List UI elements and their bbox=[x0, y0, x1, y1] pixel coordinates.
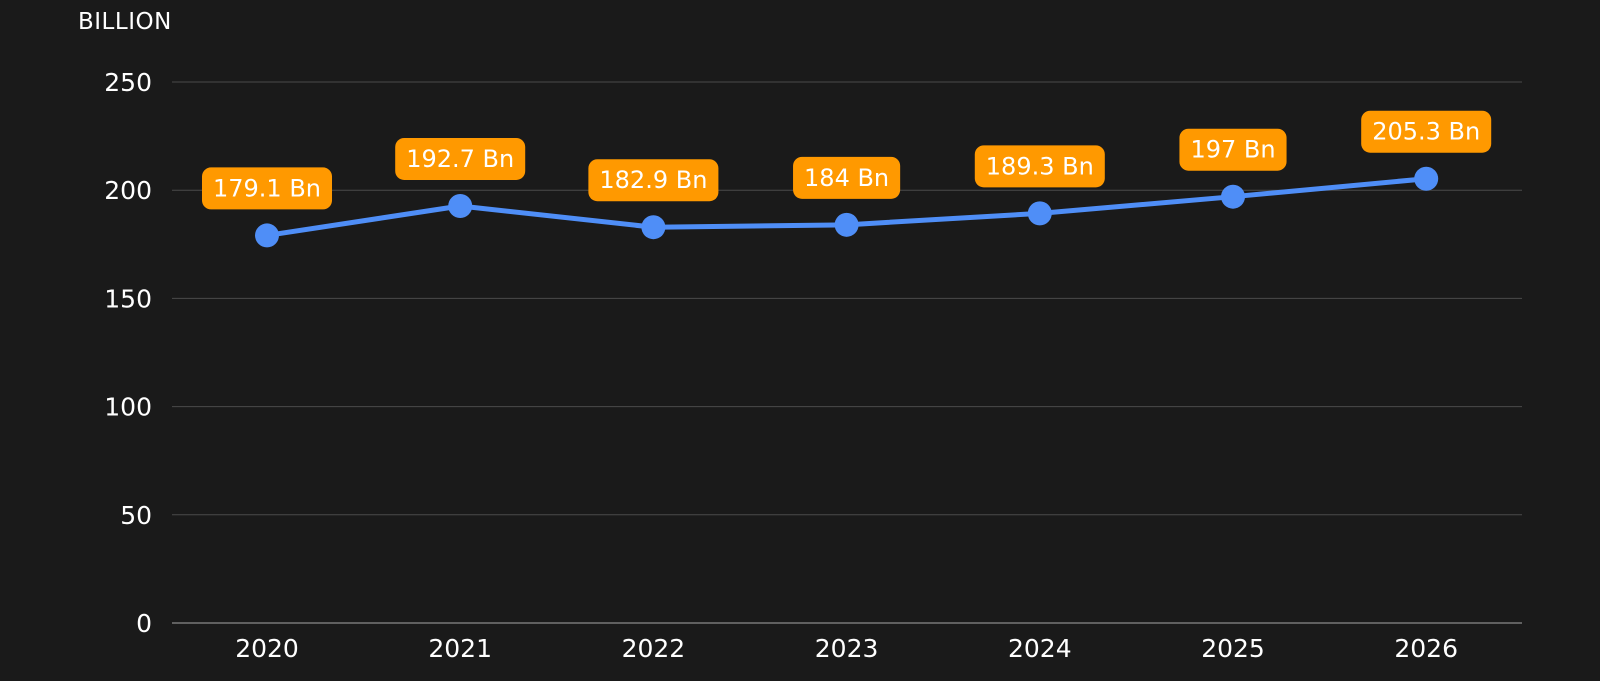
data-labels: 179.1 Bn 192.7 Bn 182.9 Bn 184 Bn 189.3 Bn 19… bbox=[201, 110, 1492, 210]
data-label: 197 Bn bbox=[1179, 128, 1287, 171]
data-label-background bbox=[201, 167, 333, 210]
y-tick-label: 100 bbox=[104, 393, 152, 422]
x-axis-ticks: 2020 2021 2022 2023 2024 2025 2026 bbox=[235, 634, 1458, 663]
y-tick-label: 0 bbox=[136, 609, 152, 638]
data-label-background bbox=[974, 145, 1105, 188]
data-label-background bbox=[1179, 128, 1287, 171]
y-axis-ticks: 0 50 100 150 200 250 bbox=[104, 68, 152, 638]
data-label-text: 184 Bn bbox=[804, 164, 889, 192]
data-label-background bbox=[793, 156, 901, 199]
data-label: 189.3 Bn bbox=[974, 145, 1105, 188]
data-label-text: 197 Bn bbox=[1190, 136, 1275, 164]
y-tick-label: 150 bbox=[104, 284, 152, 313]
data-point-marker bbox=[1027, 201, 1052, 226]
y-tick-label: 200 bbox=[104, 176, 152, 205]
y-axis-title: BILLION bbox=[78, 9, 172, 35]
x-tick-label: 2026 bbox=[1394, 634, 1458, 663]
x-tick-label: 2020 bbox=[235, 634, 299, 663]
data-label-text: 189.3 Bn bbox=[986, 152, 1094, 180]
data-point-marker bbox=[834, 212, 859, 237]
y-tick-label: 50 bbox=[120, 501, 152, 530]
data-point-marker bbox=[1414, 166, 1439, 191]
data-label: 205.3 Bn bbox=[1361, 110, 1492, 153]
x-tick-label: 2021 bbox=[428, 634, 492, 663]
data-point-marker bbox=[255, 223, 279, 248]
data-label: 179.1 Bn bbox=[201, 167, 333, 210]
data-point-marker bbox=[1221, 184, 1245, 209]
data-label: 192.7 Bn bbox=[395, 137, 526, 180]
markers bbox=[255, 166, 1439, 248]
data-label-background bbox=[588, 159, 719, 202]
x-tick-label: 2024 bbox=[1008, 634, 1072, 663]
data-label: 184 Bn bbox=[793, 156, 901, 199]
x-tick-label: 2025 bbox=[1201, 634, 1265, 663]
y-tick-label: 250 bbox=[104, 68, 152, 97]
data-label-text: 205.3 Bn bbox=[1372, 118, 1480, 146]
x-tick-label: 2023 bbox=[815, 634, 879, 663]
data-label-text: 182.9 Bn bbox=[599, 166, 707, 194]
data-label-background bbox=[1361, 110, 1492, 153]
data-point-marker bbox=[448, 193, 473, 218]
x-tick-label: 2022 bbox=[622, 634, 686, 663]
data-point-marker bbox=[641, 215, 666, 240]
data-label-text: 192.7 Bn bbox=[406, 145, 514, 173]
data-label-background bbox=[395, 137, 526, 180]
data-label-text: 179.1 Bn bbox=[213, 174, 321, 202]
data-label: 182.9 Bn bbox=[588, 159, 719, 202]
